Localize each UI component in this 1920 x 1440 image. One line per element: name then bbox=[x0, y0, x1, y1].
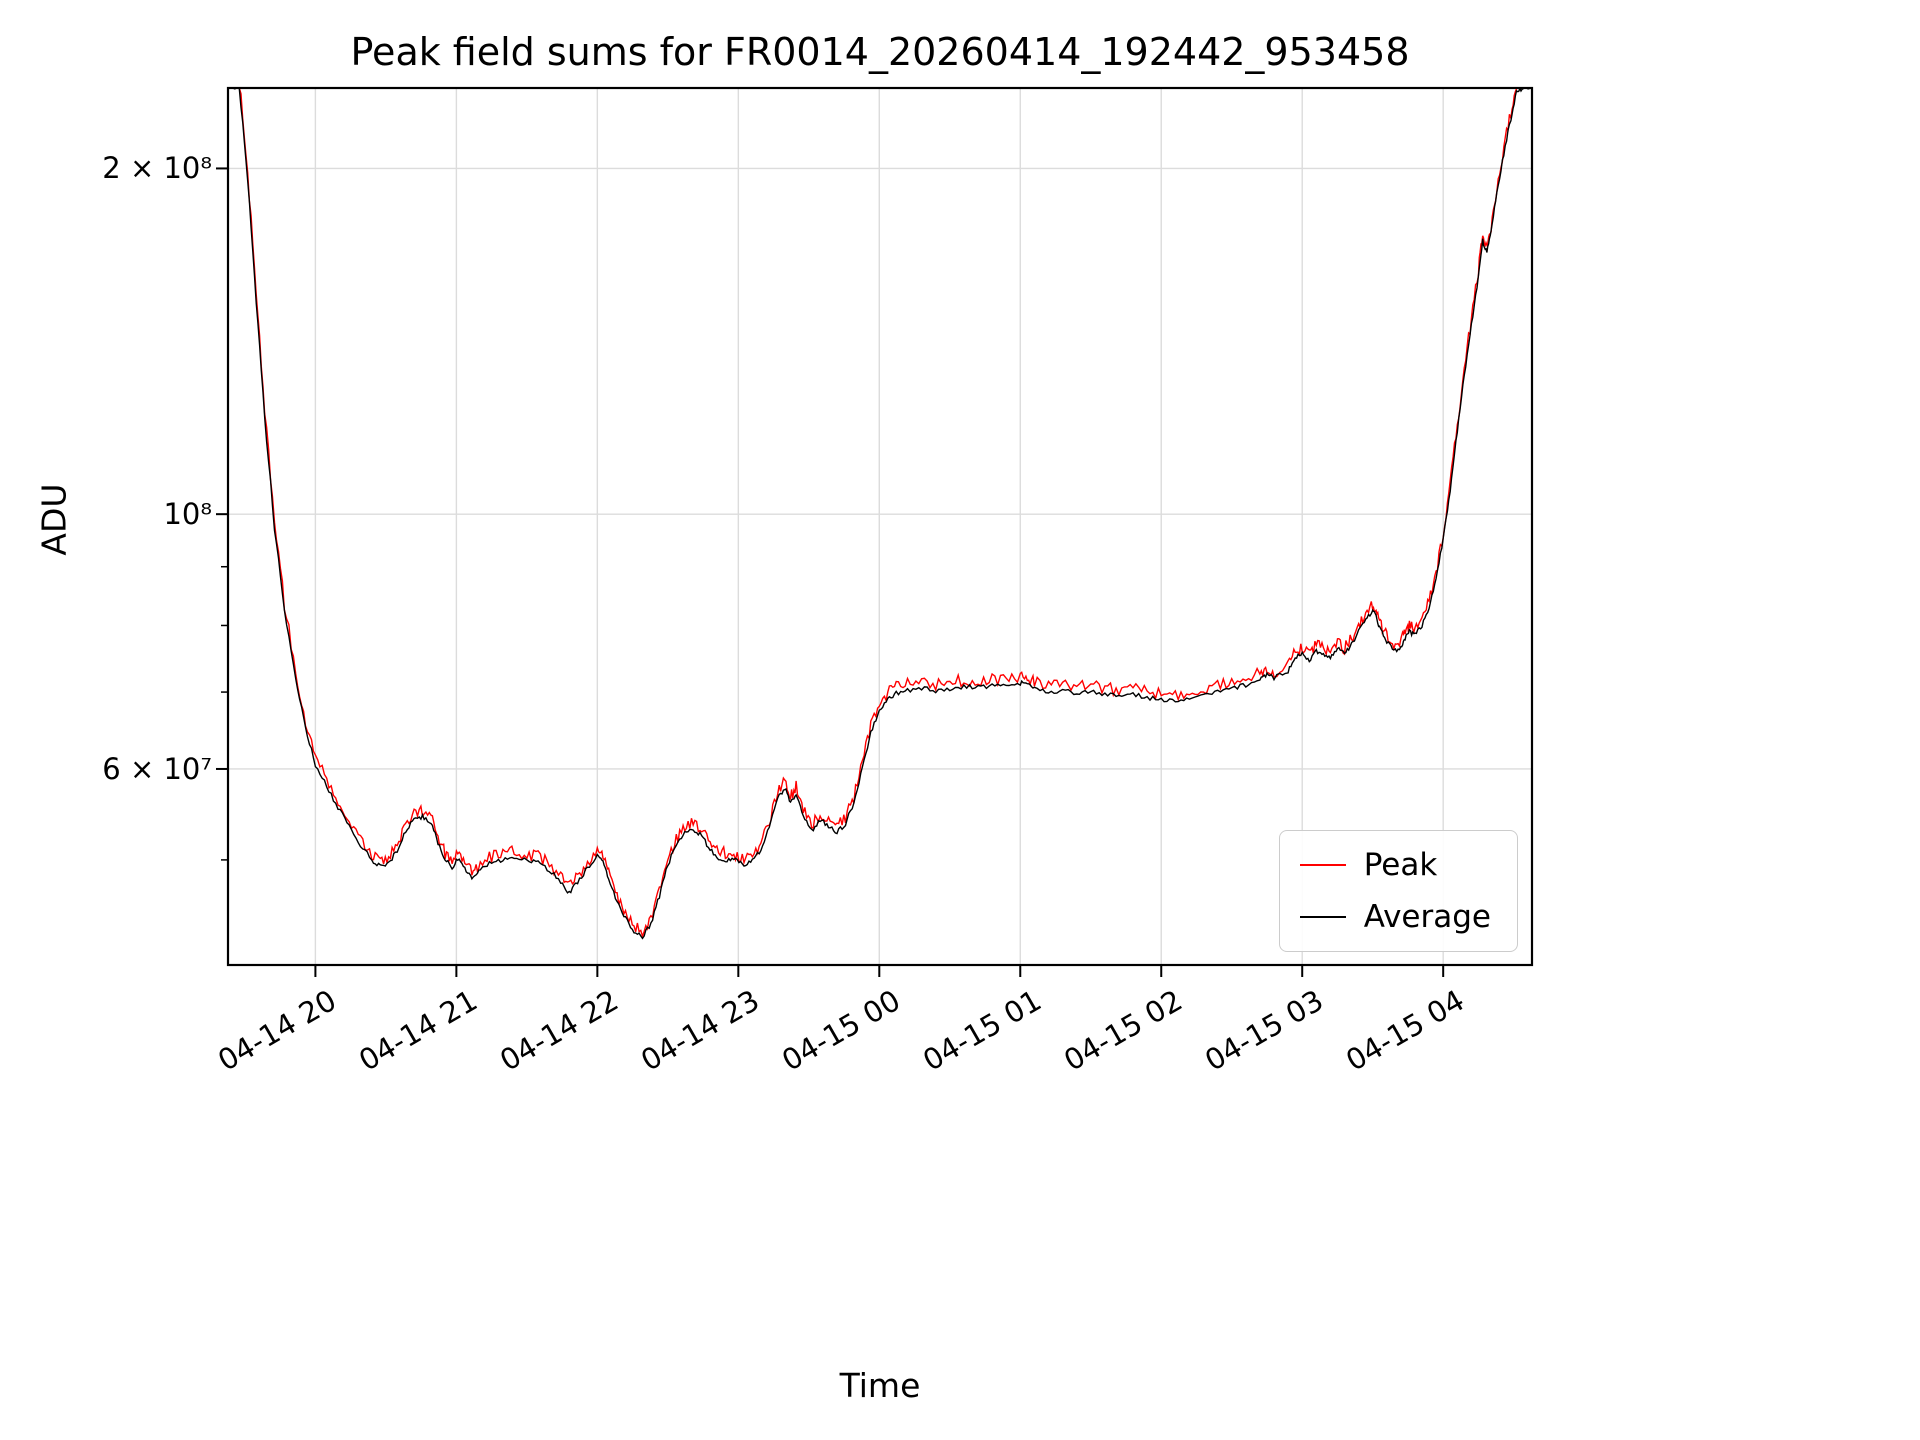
y-tick-label: 10⁸ bbox=[163, 497, 212, 532]
average-line-swatch bbox=[1299, 916, 1346, 918]
y-tick-label: 6 × 10⁷ bbox=[102, 751, 212, 786]
series-average-line bbox=[228, 88, 1532, 940]
legend-entry-average: Average bbox=[1299, 899, 1491, 935]
legend-entry-peak: Peak bbox=[1299, 847, 1491, 883]
legend-label-average: Average bbox=[1363, 899, 1491, 935]
plot-border bbox=[226, 86, 1534, 967]
legend: Peak Average bbox=[1278, 830, 1518, 952]
x-axis-label: Time bbox=[839, 1366, 921, 1405]
peak-line-swatch bbox=[1299, 864, 1346, 866]
y-tick-label: 2 × 10⁸ bbox=[102, 151, 212, 186]
legend-label-peak: Peak bbox=[1363, 847, 1438, 883]
y-axis-label: ADU bbox=[34, 483, 74, 556]
chart-title: Peak field sums for FR0014_20260414_1924… bbox=[350, 30, 1410, 74]
series-peak-line bbox=[228, 88, 1532, 939]
